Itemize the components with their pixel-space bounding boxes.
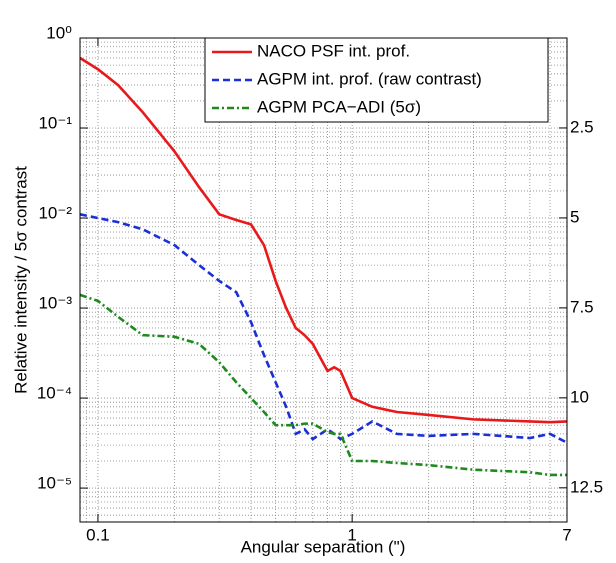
- x-tick-label: 0.1: [86, 525, 110, 544]
- y-tick-label: 10⁻⁴: [37, 384, 72, 403]
- y-tick-label: 10⁻³: [38, 294, 72, 313]
- y-axis-label: Relative intensity / 5σ contrast: [11, 166, 30, 394]
- data-line: [79, 56, 568, 424]
- y2-tick-label: 2.5: [570, 117, 594, 136]
- y2-tick-label: 10: [570, 387, 589, 406]
- x-axis-label: Angular separation ("): [241, 537, 406, 556]
- y-tick-label: 10⁻²: [38, 204, 72, 223]
- x-tick-label: 7: [562, 525, 571, 544]
- y-tick-label: 10⁰: [46, 23, 72, 42]
- x-tick-label: 1: [347, 525, 356, 544]
- y2-tick-label: 5: [570, 207, 579, 226]
- y-tick-label: 10⁻¹: [38, 114, 72, 133]
- y2-tick-label: 12.5: [570, 477, 603, 496]
- legend-label: AGPM int. prof. (raw contrast): [257, 69, 482, 88]
- data-line: [79, 213, 568, 444]
- legend-label: NACO PSF int. prof.: [257, 41, 410, 60]
- legend-box: [204, 37, 549, 123]
- y-tick-label: 10⁻⁵: [37, 474, 72, 493]
- y2-tick-label: 7.5: [570, 297, 594, 316]
- legend-label: AGPM PCA−ADI (5σ): [257, 97, 421, 116]
- data-line: [79, 293, 567, 477]
